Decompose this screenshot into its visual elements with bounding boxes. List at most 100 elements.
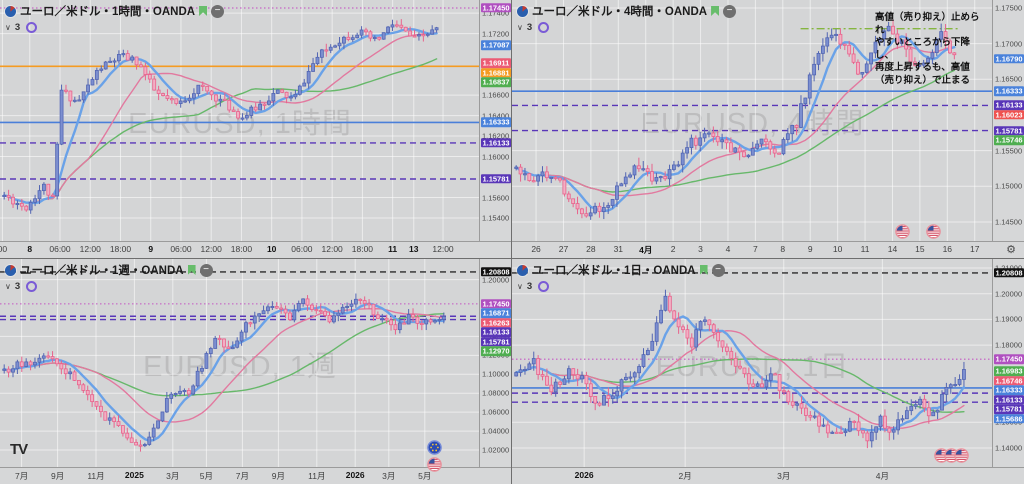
collapse-panel-button[interactable]: − <box>199 263 213 277</box>
time-tick: 06:00 <box>291 244 313 254</box>
time-tick: 06:00 <box>49 244 71 254</box>
collapse-panel-button[interactable]: − <box>211 4 225 18</box>
time-tick: 11 <box>388 244 398 254</box>
indicator-count: 3 <box>526 281 533 292</box>
price-tick: 1.15600 <box>482 193 510 203</box>
price-level-label: 1.15781 <box>481 174 511 184</box>
collapse-panel-button[interactable]: − <box>711 263 725 277</box>
price-level-label: 1.16133 <box>481 327 511 338</box>
price-level-label: 1.16881 <box>481 67 511 78</box>
market-open-icon <box>199 6 208 16</box>
candlestick-chart[interactable] <box>512 259 993 468</box>
us-flag-icon[interactable] <box>894 223 910 239</box>
time-axis[interactable]: 7月 9月 11月 2025 3月 5月 7月 9月 11月 2026 3月 5月 <box>0 467 511 484</box>
time-tick: 9 <box>148 244 154 254</box>
time-tick: 8 <box>27 244 33 254</box>
time-axis-gear-icon[interactable]: ⚙ <box>1006 244 1016 256</box>
us-flag-icon[interactable] <box>926 223 942 239</box>
time-tick: 8 <box>780 244 786 254</box>
time-tick: 5月 <box>418 471 432 481</box>
time-tick: 12:00 <box>200 244 222 254</box>
price-tick: 1.21000 <box>995 263 1022 272</box>
sync-icon[interactable] <box>26 281 38 292</box>
price-axis[interactable]: 1.17500 1.17000 1.16500 1.15500 1.15000 1.145… <box>992 0 1024 242</box>
price-axis[interactable]: 1.17400 1.17200 1.16600 1.16400 1.16200 1.160… <box>479 0 511 242</box>
time-tick: 9 <box>807 244 813 254</box>
chart-title[interactable]: ユーロ／米ドル・4時間・OANDA <box>532 6 708 18</box>
price-tick: 1.20000 <box>482 275 510 285</box>
time-tick: 11月 <box>308 471 326 481</box>
price-tick: 1.16600 <box>482 90 510 100</box>
time-tick: 11月 <box>87 471 105 481</box>
candlestick-chart[interactable] <box>0 259 480 468</box>
time-tick: 28 <box>586 244 596 254</box>
symbol-logo-icon <box>5 264 16 276</box>
price-tick: 1.04000 <box>482 426 510 436</box>
candlestick-chart[interactable] <box>0 0 480 242</box>
chevron-down-icon[interactable]: ∨ <box>517 282 523 291</box>
price-level-label: 1.15781 <box>994 125 1024 136</box>
time-tick: 9月 <box>50 471 65 481</box>
time-axis[interactable]: 26 27 28 31 4月 2 3 4 7 8 9 10 11 14 15 16 17 <box>512 241 1024 258</box>
us-flag-icon[interactable] <box>943 447 959 463</box>
sync-icon[interactable] <box>538 22 550 33</box>
time-tick: 06:00 <box>170 244 192 254</box>
time-tick: 10 <box>266 244 277 254</box>
market-open-icon <box>187 265 196 275</box>
us-flag-icon[interactable] <box>953 447 969 463</box>
price-level-label: 1.17450 <box>481 299 511 309</box>
indicator-count: 3 <box>526 22 533 33</box>
price-level-label: 1.15686 <box>994 414 1024 424</box>
chevron-down-icon[interactable]: ∨ <box>5 282 11 291</box>
symbol-logo-icon <box>5 5 16 17</box>
eu-flag-icon[interactable] <box>427 439 442 455</box>
price-level-label: 1.17450 <box>994 354 1024 364</box>
price-level-label: 1.16911 <box>481 58 511 68</box>
time-tick: 2026 <box>574 470 594 480</box>
tradingview-logo[interactable]: TV <box>10 441 28 458</box>
time-axis[interactable]: 2026 2月 3月 4月 <box>512 467 1024 484</box>
chart-panel-1d: EURUSD, 1日 1.210001.200001.190001.180001… <box>512 259 1024 484</box>
price-tick: 1.16400 <box>482 111 510 121</box>
sync-icon[interactable] <box>26 22 38 33</box>
time-axis[interactable]: 00 8 06:00 12:00 18:00 9 06:00 12:00 18:00 10 06:0… <box>0 241 511 258</box>
chart-annotation: 高値（売り抑え）止められ やすいところから下降し、 再度上昇するも、高値 （売り… <box>875 12 980 86</box>
time-tick: 18:00 <box>230 244 253 254</box>
price-level-label: 1.17450 <box>481 3 511 13</box>
symbol-logo-icon <box>517 5 528 17</box>
chart-panel-1h: EURUSD, 1時間 1.17400 1.17200 1.16600 1.16400… <box>0 0 511 258</box>
candlestick-chart[interactable] <box>512 0 993 242</box>
price-tick: 1.15400 <box>482 213 510 223</box>
chart-panel-1w: EURUSD, 1週 1.200001.140001.120001.100001… <box>0 259 511 484</box>
price-axis[interactable]: 1.200001.140001.120001.100001.080001.060… <box>479 259 511 468</box>
sync-icon[interactable] <box>538 281 550 292</box>
price-tick: 1.15500 <box>995 146 1023 156</box>
us-flag-icon[interactable] <box>427 457 442 473</box>
price-tick: 1.06000 <box>482 407 510 417</box>
time-tick: 31 <box>613 244 624 254</box>
symbol-logo-icon <box>517 264 528 276</box>
chart-title[interactable]: ユーロ／米ドル・1週・OANDA <box>20 265 184 277</box>
price-tick: 1.17000 <box>995 39 1023 49</box>
price-level-label: 1.12970 <box>481 346 511 357</box>
time-tick: 13 <box>409 244 419 254</box>
time-tick: 12:00 <box>321 244 343 254</box>
price-level-label: 1.16983 <box>994 366 1024 376</box>
price-level-label: 1.16133 <box>994 395 1024 405</box>
time-tick: 26 <box>531 244 541 254</box>
price-level-label: 1.16133 <box>481 138 511 148</box>
price-level-label: 1.16837 <box>481 77 511 87</box>
time-tick: 2月 <box>678 471 692 481</box>
time-tick: 3月 <box>777 471 791 481</box>
chart-header: ユーロ／米ドル・1時間・OANDA − ∨ 3 <box>5 3 225 33</box>
us-flag-icon[interactable] <box>933 447 949 463</box>
price-axis[interactable]: 1.210001.200001.190001.180001.150001.140… <box>992 259 1024 468</box>
price-level-label: 1.16746 <box>994 376 1024 386</box>
chart-title[interactable]: ユーロ／米ドル・1日・OANDA <box>532 265 696 277</box>
chevron-down-icon[interactable]: ∨ <box>5 23 11 32</box>
chevron-down-icon[interactable]: ∨ <box>517 23 523 32</box>
collapse-panel-button[interactable]: − <box>723 4 737 18</box>
price-level-label: 1.16871 <box>481 308 511 319</box>
chart-title[interactable]: ユーロ／米ドル・1時間・OANDA <box>20 6 196 18</box>
